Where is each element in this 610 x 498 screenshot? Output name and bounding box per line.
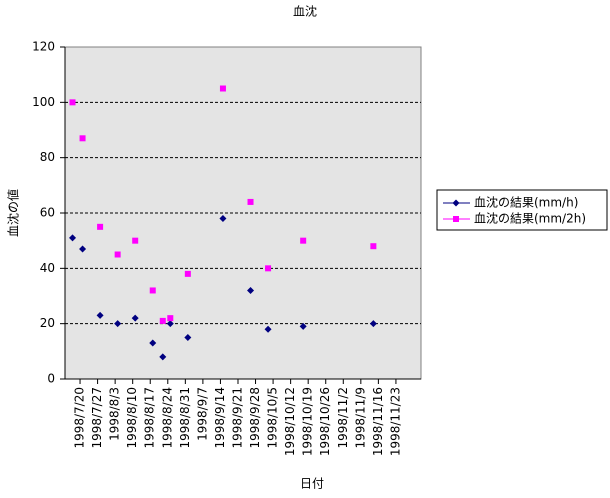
data-point [247, 286, 255, 294]
data-point [79, 245, 87, 253]
y-axis-title: 血沈の値 [6, 189, 21, 237]
data-point [114, 251, 121, 258]
x-tick-label: 1998/11/23 [388, 387, 402, 456]
data-point [167, 315, 174, 322]
x-tick-label: 1998/8/17 [143, 387, 157, 449]
x-tick-label: 1998/10/12 [283, 387, 297, 456]
chart-title: 血沈 [293, 4, 317, 19]
x-tick-label: 1998/9/7 [195, 387, 209, 441]
legend [436, 189, 608, 231]
x-tick-label: 1998/7/20 [73, 387, 87, 449]
data-point [264, 325, 272, 333]
legend-marker [453, 216, 459, 222]
data-point [159, 353, 167, 361]
data-point [184, 334, 192, 341]
y-tick-label: 40 [40, 261, 55, 275]
data-point [219, 215, 227, 223]
data-point [219, 85, 226, 92]
data-point [69, 99, 76, 106]
data-point [97, 223, 104, 230]
legend-label: 血沈の結果(mm/2h) [474, 211, 586, 226]
data-point [159, 317, 166, 324]
y-tick-label: 100 [32, 95, 55, 109]
y-tick-label: 0 [47, 372, 55, 386]
x-tick-label: 1998/8/24 [160, 387, 174, 449]
data-point [265, 265, 272, 272]
x-tick-label: 1998/9/28 [248, 387, 262, 449]
data-point [69, 234, 77, 242]
data-point [369, 320, 377, 328]
legend-label: 血沈の結果(mm/h) [474, 195, 578, 210]
y-tick-label: 120 [32, 40, 55, 54]
x-tick-label: 1998/10/5 [266, 387, 280, 449]
x-axis-title: 日付 [300, 477, 324, 491]
y-tick-label: 20 [40, 316, 55, 330]
data-point [131, 314, 139, 322]
data-point [114, 320, 122, 328]
x-tick-label: 1998/8/10 [125, 387, 139, 449]
data-point [300, 237, 307, 244]
legend-marker [452, 199, 460, 207]
x-tick-label: 1998/11/16 [371, 387, 385, 456]
y-tick-label: 60 [40, 206, 55, 220]
x-tick-label: 1998/10/26 [318, 387, 332, 456]
data-point [79, 135, 86, 142]
x-tick-label: 1998/7/27 [90, 387, 104, 449]
data-point [132, 237, 139, 244]
data-point [370, 243, 377, 250]
x-tick-label: 1998/8/3 [108, 387, 122, 441]
data-point [149, 339, 157, 347]
data-point [247, 198, 254, 205]
x-tick-label: 1998/11/9 [353, 387, 367, 449]
y-tick-label: 80 [40, 150, 55, 164]
x-tick-label: 1998/9/21 [230, 387, 244, 449]
x-tick-label: 1998/10/19 [301, 387, 315, 456]
x-tick-label: 1998/11/2 [336, 387, 350, 449]
data-point [166, 320, 174, 328]
data-point [299, 322, 307, 330]
x-tick-label: 1998/8/31 [178, 387, 192, 449]
data-point [184, 270, 191, 277]
data-point [149, 287, 156, 294]
data-point [96, 311, 104, 319]
x-tick-label: 1998/9/14 [213, 387, 227, 449]
